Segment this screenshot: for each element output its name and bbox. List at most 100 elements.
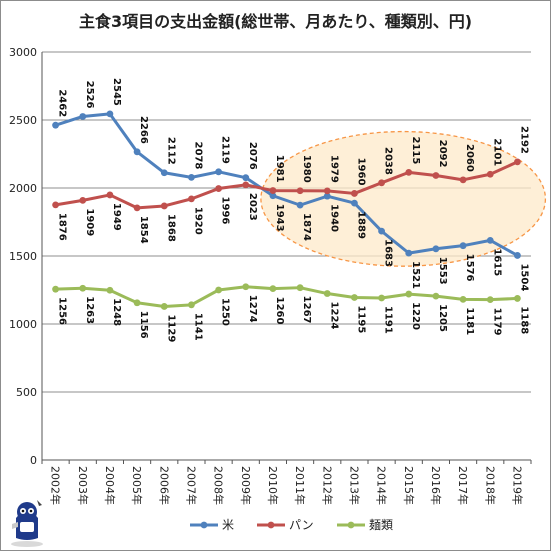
data-point (188, 301, 195, 309)
x-tick-label: 2003年 (76, 466, 90, 505)
series-line-0 (55, 112, 519, 257)
data-point (133, 204, 141, 212)
x-tick-label: 2007年 (184, 466, 198, 505)
y-tick-label: 2500 (9, 114, 37, 127)
legend-label: パン (289, 518, 314, 532)
data-label: 2092 (437, 140, 448, 168)
legend-marker-1 (267, 521, 275, 529)
data-label: 1220 (410, 302, 421, 330)
data-label: 2192 (518, 126, 529, 154)
data-point (269, 285, 277, 293)
highlight-ellipse (260, 130, 547, 267)
data-label: 1181 (464, 307, 475, 335)
data-point (79, 284, 87, 292)
data-label: 1260 (274, 297, 285, 325)
data-label: 1250 (220, 298, 231, 326)
x-tick-label: 2004年 (103, 466, 117, 505)
data-label: 1980 (301, 155, 312, 183)
data-label: 1188 (518, 306, 529, 334)
data-point (52, 121, 59, 129)
legend-label: 麺類 (369, 518, 393, 532)
data-label: 1263 (84, 296, 95, 324)
data-label: 1521 (410, 261, 421, 289)
data-point (432, 245, 440, 253)
data-point (378, 179, 385, 187)
data-label: 1156 (138, 311, 149, 339)
data-point (378, 227, 385, 235)
data-point (242, 283, 250, 291)
data-point (459, 242, 467, 250)
data-point (296, 201, 304, 209)
data-point (351, 199, 358, 207)
data-point (486, 296, 494, 304)
y-tick-label: 1500 (9, 250, 37, 263)
data-label: 1205 (437, 304, 448, 332)
data-label: 1940 (328, 204, 339, 232)
data-point (351, 294, 358, 301)
data-point (486, 236, 494, 244)
series-line-1 (55, 160, 519, 210)
x-tick-label: 2013年 (347, 466, 361, 505)
chart-title: 主食3項目の支出金額(総世帯、月あたり、種類別、円) (78, 12, 473, 31)
data-label: 1854 (138, 216, 149, 244)
data-label: 1274 (247, 295, 258, 323)
data-label: 1909 (84, 208, 95, 236)
data-point (514, 295, 521, 302)
data-point (242, 174, 250, 182)
data-point (160, 202, 168, 210)
data-label: 1868 (165, 214, 176, 242)
data-point (405, 168, 413, 176)
data-point (106, 191, 114, 199)
data-point (514, 252, 521, 259)
data-label: 1996 (220, 197, 231, 225)
data-label: 1683 (383, 239, 394, 267)
data-point (296, 284, 304, 292)
data-label: 1943 (274, 204, 285, 232)
data-label: 2462 (57, 89, 68, 117)
data-label: 1504 (518, 263, 529, 291)
data-point (242, 181, 250, 189)
data-label: 2101 (491, 138, 502, 166)
y-tick-label: 1000 (9, 318, 37, 331)
y-tick-label: 500 (16, 386, 37, 399)
data-label: 1129 (165, 314, 176, 342)
data-label: 2119 (220, 136, 231, 164)
data-point (514, 158, 521, 166)
x-tick-label: 2012年 (320, 466, 334, 505)
data-point (79, 196, 87, 204)
x-tick-label: 2006年 (157, 466, 171, 505)
data-point (269, 187, 277, 194)
data-label: 2076 (247, 142, 258, 170)
data-point (323, 187, 331, 195)
data-point (432, 172, 440, 179)
data-label: 1224 (328, 302, 339, 330)
data-label: 2266 (138, 116, 149, 144)
data-point (215, 286, 222, 294)
data-point (79, 113, 87, 120)
x-tick-label: 2009年 (239, 466, 253, 505)
data-label: 1195 (355, 305, 366, 333)
data-point (405, 249, 413, 257)
data-point (405, 290, 413, 298)
data-point (432, 292, 440, 300)
data-point (160, 303, 168, 310)
data-label: 1615 (491, 248, 502, 276)
y-tick-label: 3000 (9, 46, 37, 59)
data-label: 1981 (274, 155, 285, 183)
data-label: 2112 (165, 137, 176, 165)
data-label: 2526 (84, 81, 95, 109)
data-label: 1576 (464, 254, 475, 282)
x-tick-label: 2011年 (293, 466, 307, 505)
data-point (323, 192, 331, 200)
data-label: 1248 (111, 298, 122, 326)
data-label: 1889 (355, 211, 366, 239)
data-point (296, 187, 304, 195)
legend-marker-0 (200, 521, 208, 529)
legend-label: 米 (222, 518, 234, 532)
x-tick-label: 2018年 (483, 466, 497, 505)
data-point (106, 286, 114, 294)
x-tick-label: 2019年 (510, 466, 524, 505)
x-tick-label: 2010年 (266, 466, 280, 505)
data-point (188, 195, 195, 203)
data-label: 1179 (491, 308, 502, 336)
